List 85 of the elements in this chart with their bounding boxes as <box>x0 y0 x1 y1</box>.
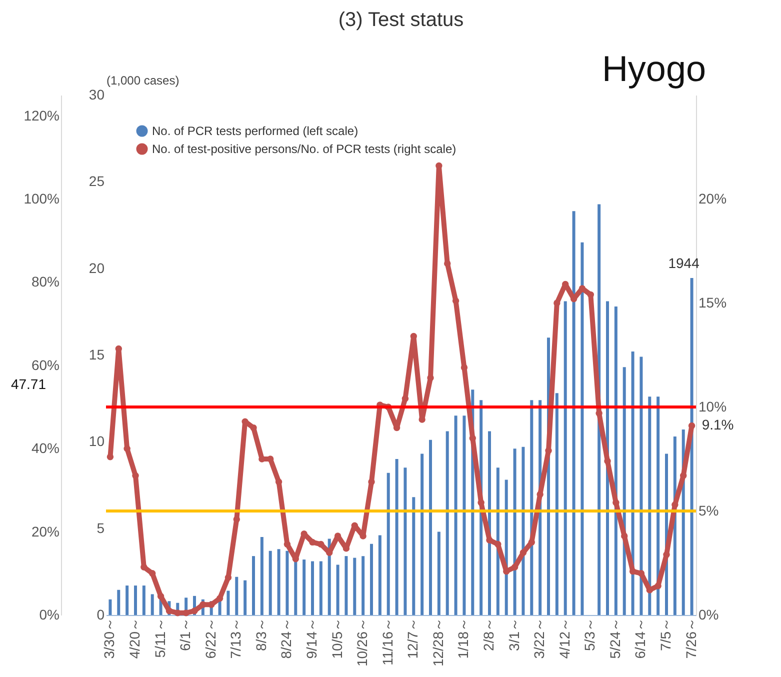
bar <box>226 590 230 615</box>
y-tick-label: 30 <box>88 86 105 102</box>
y-axis-title: (1,000 cases) <box>106 74 180 88</box>
x-tick-label: 5/3～ <box>582 618 598 651</box>
bar <box>555 393 558 615</box>
bar <box>378 535 382 615</box>
y3-tick-label: 120% <box>24 107 60 124</box>
x-tick-label: 12/28～ <box>430 618 446 667</box>
bar <box>446 431 449 615</box>
x-tick-label: 3/22～ <box>531 618 548 659</box>
text: 47.71 <box>10 376 46 392</box>
bar <box>462 416 466 615</box>
x-tick-label: 12/7～ <box>404 618 421 659</box>
x-tick-label: 11/16～ <box>379 618 396 666</box>
x-tick-label: 4/12～ <box>556 618 572 659</box>
y3-tick-label: 100% <box>24 190 60 206</box>
x-tick-label: 8/24～ <box>278 618 294 659</box>
x-tick-label: 4/20～ <box>126 618 142 659</box>
bar <box>150 594 154 615</box>
bar <box>142 586 146 615</box>
x-tick-label: 10/5～ <box>328 618 345 659</box>
x-tick-label: 9/14～ <box>304 618 320 659</box>
x-tick-label: 5/24～ <box>606 618 623 659</box>
y2-tick-label: 5% <box>698 502 719 518</box>
bar <box>564 301 567 615</box>
bar <box>362 556 365 615</box>
x-tick-label: 7/5～ <box>658 618 674 651</box>
bar <box>134 586 137 615</box>
bar <box>286 550 289 615</box>
y-tick-label: 20 <box>88 260 105 276</box>
bar <box>386 472 390 615</box>
bar <box>277 549 280 615</box>
x-tick-label: 7/26～ <box>682 618 699 659</box>
x-tick-label: 5/11～ <box>152 618 168 658</box>
bar <box>252 556 255 615</box>
bar <box>260 537 264 615</box>
bar <box>370 544 373 615</box>
data-label: 9.1% <box>702 416 734 433</box>
annotation: 1944 <box>668 255 700 272</box>
y-tick-label: 0 <box>96 606 105 622</box>
x-tick-label: 10/26～ <box>354 618 370 667</box>
bar <box>319 561 322 615</box>
bar <box>412 497 416 615</box>
y3-tick-label: 80% <box>31 274 60 290</box>
bar <box>437 532 440 615</box>
bar <box>235 576 238 615</box>
y-tick-label: 10 <box>88 433 105 450</box>
y2-tick-label: 15% <box>698 294 727 310</box>
x-tick-label: 1/18～ <box>455 618 472 659</box>
bar <box>344 556 348 615</box>
bar <box>420 454 424 615</box>
bar <box>353 558 356 615</box>
bar <box>126 586 129 615</box>
bar <box>302 560 306 615</box>
y-tick-label: 15 <box>88 346 105 362</box>
legend-label: No. of PCR tests performed (left scale) <box>152 124 358 138</box>
bar <box>117 590 120 615</box>
y-tick-label: 25 <box>88 173 105 190</box>
bar <box>395 459 398 615</box>
bar <box>268 550 272 615</box>
y2-tick-label: 10% <box>698 398 727 414</box>
bar <box>244 580 247 615</box>
bar <box>404 468 407 615</box>
bar <box>429 440 432 615</box>
y2-tick-label: 0% <box>698 606 719 622</box>
text: Hyogo <box>602 48 706 89</box>
y3-tick-label: 40% <box>31 440 60 456</box>
y-tick-label: 5 <box>96 520 105 536</box>
y3-tick-label: 60% <box>31 356 60 373</box>
x-tick-label: 7/13～ <box>228 618 244 659</box>
legend-label: No. of test-positive persons/No. of PCR tests (right scale) <box>152 142 456 156</box>
bar <box>454 416 458 615</box>
bar <box>311 561 314 615</box>
x-tick-label: 8/3～ <box>252 618 269 651</box>
y2-tick-label: 20% <box>698 190 727 206</box>
y3-tick-label: 0% <box>39 606 60 622</box>
y3-tick-label: 20% <box>31 523 60 540</box>
x-tick-label: 6/1～ <box>177 618 194 651</box>
x-tick-label: 6/22～ <box>202 618 218 659</box>
bar <box>336 564 340 615</box>
x-tick-label: 3/1～ <box>506 618 522 651</box>
x-tick-label: 2/8～ <box>480 618 496 651</box>
chart-title: (3) Test status <box>338 9 464 31</box>
bar <box>108 599 112 615</box>
x-tick-label: 6/14～ <box>632 618 648 659</box>
